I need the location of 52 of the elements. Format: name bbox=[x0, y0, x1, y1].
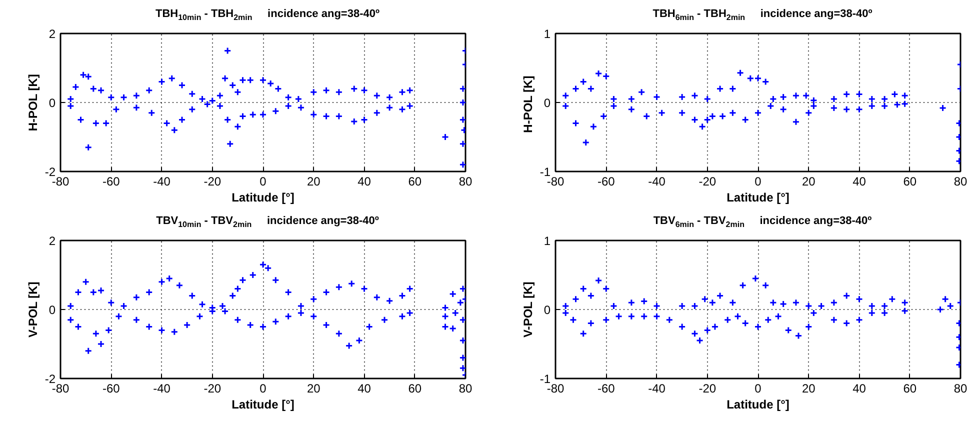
x-tick-label: 60 bbox=[408, 174, 422, 188]
y-tick-label: 0 bbox=[48, 303, 56, 317]
x-tick-label: 80 bbox=[954, 382, 968, 396]
x-tick-label: 20 bbox=[306, 382, 321, 396]
x-tick-label: -20 bbox=[204, 382, 222, 396]
x-tick-label: -40 bbox=[648, 174, 666, 188]
x-tick-label: -40 bbox=[648, 382, 666, 396]
x-tick-label: 60 bbox=[903, 382, 917, 396]
x-tick-label: 0 bbox=[754, 382, 762, 396]
x-tick-label: 20 bbox=[306, 174, 321, 188]
y-axis-title: V-POL [K] bbox=[520, 282, 535, 338]
x-tick-label: 80 bbox=[458, 174, 472, 188]
y-tick-label: 0 bbox=[48, 96, 56, 110]
x-tick-label: 40 bbox=[358, 382, 372, 396]
x-tick-label: 20 bbox=[802, 382, 816, 396]
chart-title: TBV$_{6min}$ - TBV$_{2min}$ incidence ang=38-40º bbox=[653, 215, 872, 230]
chart-title: TBH$_{6min}$ - TBH$_{2min}$ incidence ang=38-40º bbox=[652, 8, 872, 22]
x-tick-label: 0 bbox=[260, 174, 267, 188]
x-tick-label: -40 bbox=[153, 382, 171, 396]
x-tick-label: 40 bbox=[852, 382, 866, 396]
x-tick-label: 20 bbox=[802, 174, 816, 188]
x-tick-label: -20 bbox=[698, 174, 716, 188]
x-axis-title: Latitude [°] bbox=[726, 398, 790, 412]
chart-title: TBH$_{10min}$ - TBH$_{2min}$ incidence ang=38-40º bbox=[155, 8, 380, 22]
y-axis-title: H-POL [K] bbox=[26, 74, 40, 132]
x-axis-title: Latitude [°] bbox=[232, 398, 294, 412]
x-tick-label: 0 bbox=[260, 382, 267, 396]
x-tick-label: -40 bbox=[153, 174, 171, 188]
y-axis-title: V-POL [K] bbox=[26, 282, 40, 338]
y-tick-label: 0 bbox=[544, 96, 551, 110]
y-tick-label: 1 bbox=[544, 234, 551, 248]
x-tick-label: 60 bbox=[903, 174, 917, 188]
y-axis-title: H-POL [K] bbox=[520, 76, 535, 133]
x-tick-label: 80 bbox=[458, 382, 472, 396]
x-tick-label: -20 bbox=[698, 382, 716, 396]
x-axis-title: Latitude [°] bbox=[726, 190, 790, 204]
x-tick-label: 40 bbox=[358, 174, 372, 188]
y-tick-label: 1 bbox=[544, 27, 551, 41]
x-tick-label: -60 bbox=[597, 382, 616, 396]
y-tick-label: 2 bbox=[48, 27, 56, 41]
x-tick-label: -60 bbox=[102, 382, 120, 396]
x-tick-label: 80 bbox=[954, 174, 968, 188]
x-tick-label: -60 bbox=[102, 174, 120, 188]
x-tick-label: -60 bbox=[597, 174, 616, 188]
x-tick-label: 60 bbox=[408, 382, 422, 396]
x-tick-label: -20 bbox=[204, 174, 222, 188]
x-tick-label: 0 bbox=[754, 174, 762, 188]
x-tick-label: 40 bbox=[852, 174, 866, 188]
chart-title: TBV$_{10min}$ - TBV$_{2min}$ incidence ang=38-40º bbox=[156, 215, 379, 230]
y-tick-label: 0 bbox=[544, 303, 551, 317]
y-tick-label: 2 bbox=[48, 234, 56, 248]
x-axis-title: Latitude [°] bbox=[232, 190, 294, 204]
